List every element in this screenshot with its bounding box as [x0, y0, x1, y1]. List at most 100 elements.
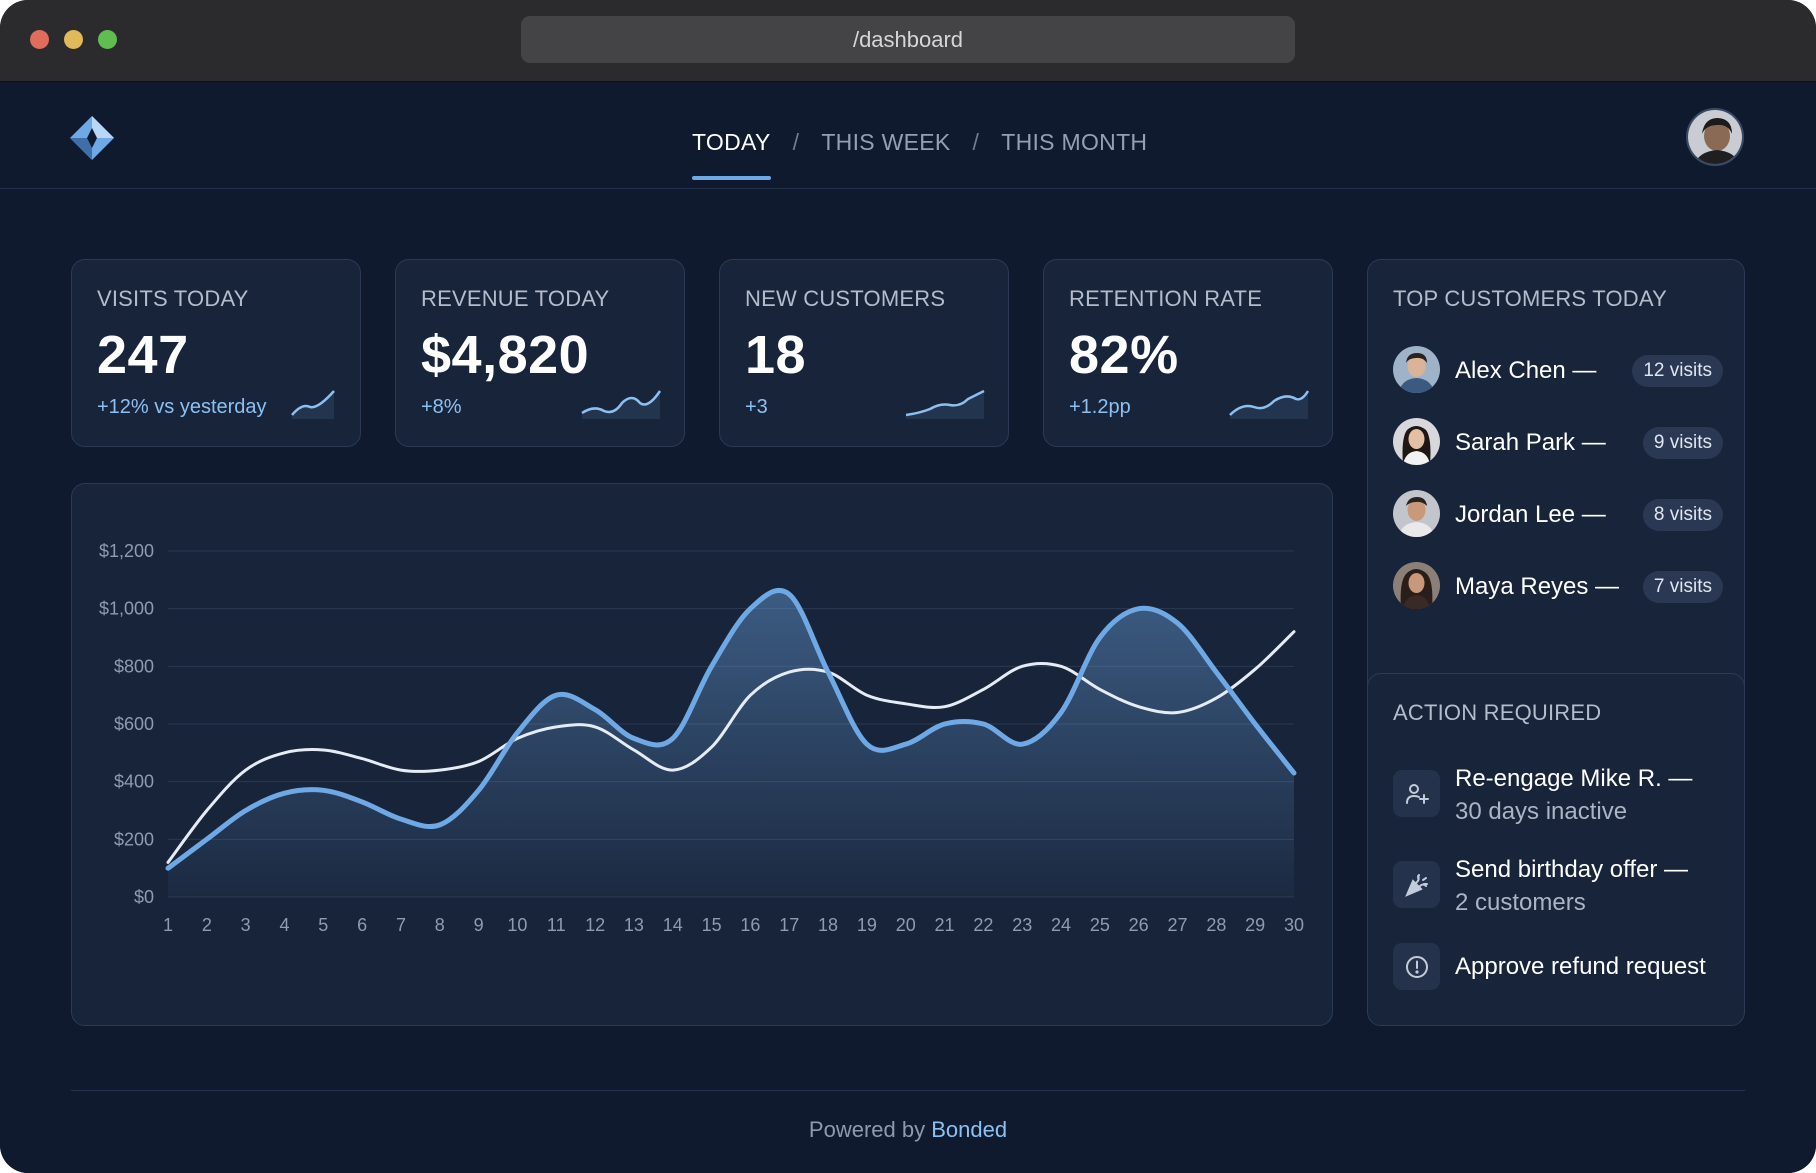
tab-separator: /	[792, 128, 800, 155]
footer-brand-link[interactable]: Bonded	[931, 1117, 1008, 1142]
x-tick-label: 10	[507, 915, 527, 935]
x-tick-label: 13	[624, 915, 644, 935]
x-tick-label: 19	[857, 915, 877, 935]
customer-row[interactable]: Jordan Lee — 8 visits	[1393, 490, 1723, 538]
minimize-window-button[interactable]	[64, 30, 83, 49]
sparkline-icon	[581, 390, 662, 419]
stat-card-visits[interactable]: VISITS TODAY 247 +12% vs yesterday	[71, 259, 361, 447]
stat-card-retention[interactable]: RETENTION RATE 82% +1.2pp	[1043, 259, 1333, 447]
tab-this-month[interactable]: THIS MONTH	[1001, 128, 1148, 155]
avatar	[1393, 418, 1440, 465]
tab-today[interactable]: TODAY	[692, 128, 771, 180]
logo-icon[interactable]	[68, 114, 116, 162]
footer: Powered by Bonded	[0, 1117, 1816, 1143]
y-tick-label: $600	[114, 714, 154, 734]
x-tick-label: 27	[1168, 915, 1188, 935]
x-tick-label: 12	[585, 915, 605, 935]
user-avatar[interactable]	[1686, 108, 1744, 166]
x-tick-label: 5	[318, 915, 328, 935]
action-subtitle: 2 customers	[1455, 889, 1586, 916]
stat-card-new-customers[interactable]: NEW CUSTOMERS 18 +3	[719, 259, 1009, 447]
action-item[interactable]: Send birthday offer — 2 customers	[1393, 853, 1723, 919]
footer-prefix: Powered by	[808, 1117, 926, 1142]
x-tick-label: 3	[241, 915, 251, 935]
action-title: Re-engage Mike R. —	[1455, 765, 1693, 792]
user-plus-icon	[1393, 770, 1440, 817]
stat-label: REVENUE TODAY	[421, 286, 610, 311]
customer-row[interactable]: Maya Reyes — 7 visits	[1393, 562, 1723, 610]
stat-label: VISITS TODAY	[97, 286, 249, 311]
stat-label: NEW CUSTOMERS	[745, 286, 946, 311]
section-title: TOP CUSTOMERS TODAY	[1393, 286, 1667, 311]
avatar	[1393, 562, 1440, 609]
x-tick-label: 28	[1206, 915, 1226, 935]
x-tick-label: 11	[547, 915, 566, 935]
customer-name: Sarah Park —	[1455, 429, 1606, 456]
customer-name: Jordan Lee —	[1455, 501, 1606, 528]
x-tick-label: 17	[779, 915, 799, 935]
y-tick-label: $1,000	[99, 599, 154, 619]
top-header: TODAY / THIS WEEK / THIS MONTH	[0, 82, 1816, 189]
revenue-chart-card: $0 $200 $400 $600 $800 $1,000 $1,200 1 2 3 4 5 6 7 8 9 1…	[71, 483, 1333, 1026]
x-tick-label: 22	[973, 915, 993, 935]
stat-value: 82%	[1069, 325, 1179, 385]
x-tick-label: 25	[1090, 915, 1110, 935]
section-title: ACTION REQUIRED	[1393, 700, 1602, 725]
action-item[interactable]: Re-engage Mike R. — 30 days inactive	[1393, 762, 1723, 828]
y-tick-label: $0	[134, 887, 154, 907]
action-title: Send birthday offer —	[1455, 856, 1689, 883]
stat-delta: +8%	[421, 396, 462, 418]
sparkline-icon	[1229, 390, 1310, 419]
customer-name: Maya Reyes —	[1455, 573, 1620, 600]
top-customers-card: TOP CUSTOMERS TODAY Alex Chen — 12 visit…	[1367, 259, 1745, 720]
visit-count-badge: 7 visits	[1642, 571, 1723, 603]
x-tick-label: 30	[1284, 915, 1304, 935]
action-text: Re-engage Mike R. — 30 days inactive	[1455, 762, 1692, 828]
action-title: Approve refund request	[1455, 953, 1706, 980]
stat-value: $4,820	[421, 325, 590, 385]
x-tick-label: 15	[702, 915, 722, 935]
customer-row[interactable]: Alex Chen — 12 visits	[1393, 346, 1723, 394]
alert-circle-icon	[1393, 943, 1440, 990]
customer-row[interactable]: Sarah Park — 9 visits	[1393, 418, 1723, 466]
maximize-window-button[interactable]	[98, 30, 117, 49]
sparkline-icon	[905, 389, 985, 419]
x-tick-label: 7	[396, 915, 406, 935]
x-tick-label: 2	[202, 915, 212, 935]
tab-this-week[interactable]: THIS WEEK	[821, 128, 951, 155]
tab-separator: /	[972, 128, 980, 155]
x-tick-label: 29	[1245, 915, 1265, 935]
x-tick-label: 4	[279, 915, 289, 935]
x-tick-label: 20	[896, 915, 916, 935]
x-tick-label: 21	[935, 915, 955, 935]
y-tick-label: $1,200	[99, 541, 154, 561]
x-tick-label: 14	[663, 915, 683, 935]
address-bar[interactable]: /dashboard	[521, 16, 1295, 63]
close-window-button[interactable]	[30, 30, 49, 49]
x-tick-label: 8	[435, 915, 445, 935]
stat-delta: +3	[745, 396, 768, 418]
stat-card-revenue[interactable]: REVENUE TODAY $4,820 +8%	[395, 259, 685, 447]
action-subtitle: 30 days inactive	[1455, 798, 1628, 825]
x-tick-label: 1	[163, 915, 173, 935]
avatar	[1393, 490, 1440, 537]
series-line-secondary	[166, 630, 1296, 864]
stat-value: 247	[97, 325, 189, 385]
avatar	[1393, 346, 1440, 393]
x-tick-label: 16	[740, 915, 760, 935]
y-tick-label: $800	[114, 656, 154, 676]
customer-name: Alex Chen —	[1455, 357, 1597, 384]
x-tick-label: 9	[474, 915, 484, 935]
footer-divider	[71, 1090, 1745, 1091]
action-item[interactable]: Approve refund request	[1393, 943, 1723, 991]
dashboard-app: TODAY / THIS WEEK / THIS MONTH VISITS TO…	[0, 82, 1816, 1173]
x-tick-label: 18	[818, 915, 838, 935]
y-tick-label: $200	[114, 829, 154, 849]
visit-count-badge: 9 visits	[1642, 427, 1723, 459]
visit-count-badge: 8 visits	[1642, 499, 1723, 531]
visit-count-badge: 12 visits	[1632, 355, 1723, 387]
action-text: Send birthday offer — 2 customers	[1455, 853, 1688, 919]
stat-label: RETENTION RATE	[1069, 286, 1263, 311]
